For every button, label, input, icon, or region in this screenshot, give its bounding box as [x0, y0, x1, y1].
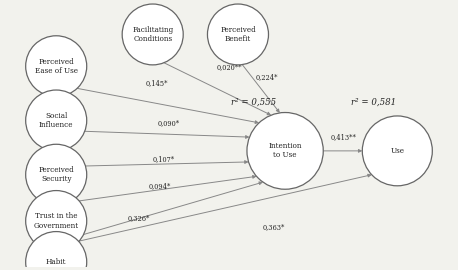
Text: 0,107*: 0,107* [153, 155, 175, 163]
Ellipse shape [26, 144, 87, 205]
Text: 0,094*: 0,094* [148, 183, 171, 191]
Ellipse shape [122, 4, 183, 65]
Text: 0,090*: 0,090* [158, 119, 180, 127]
Text: Social
Influence: Social Influence [39, 112, 73, 129]
Text: 0,145*: 0,145* [146, 79, 169, 87]
Text: Habit: Habit [46, 258, 66, 266]
Ellipse shape [26, 36, 87, 97]
Ellipse shape [207, 4, 268, 65]
Text: Intention
to Use: Intention to Use [268, 142, 302, 160]
Ellipse shape [26, 191, 87, 251]
Ellipse shape [247, 113, 323, 189]
Text: 0,020**: 0,020** [216, 63, 242, 72]
Text: r² = 0,581: r² = 0,581 [351, 97, 396, 106]
Text: Perceived
Ease of Use: Perceived Ease of Use [35, 58, 78, 75]
Text: Use: Use [390, 147, 404, 155]
Text: 0,224*: 0,224* [256, 73, 278, 81]
Text: Perceived
Security: Perceived Security [38, 166, 74, 183]
Ellipse shape [26, 90, 87, 151]
Text: Perceived
Benefit: Perceived Benefit [220, 26, 256, 43]
Text: Trust in the
Government: Trust in the Government [33, 212, 79, 230]
Ellipse shape [362, 116, 432, 186]
Text: r² = 0,555: r² = 0,555 [231, 97, 276, 106]
Text: 0,326*: 0,326* [128, 214, 150, 222]
Text: Facilitating
Conditions: Facilitating Conditions [132, 26, 173, 43]
Text: 0,363*: 0,363* [263, 224, 285, 232]
Ellipse shape [26, 232, 87, 270]
Text: 0,413**: 0,413** [331, 134, 356, 142]
